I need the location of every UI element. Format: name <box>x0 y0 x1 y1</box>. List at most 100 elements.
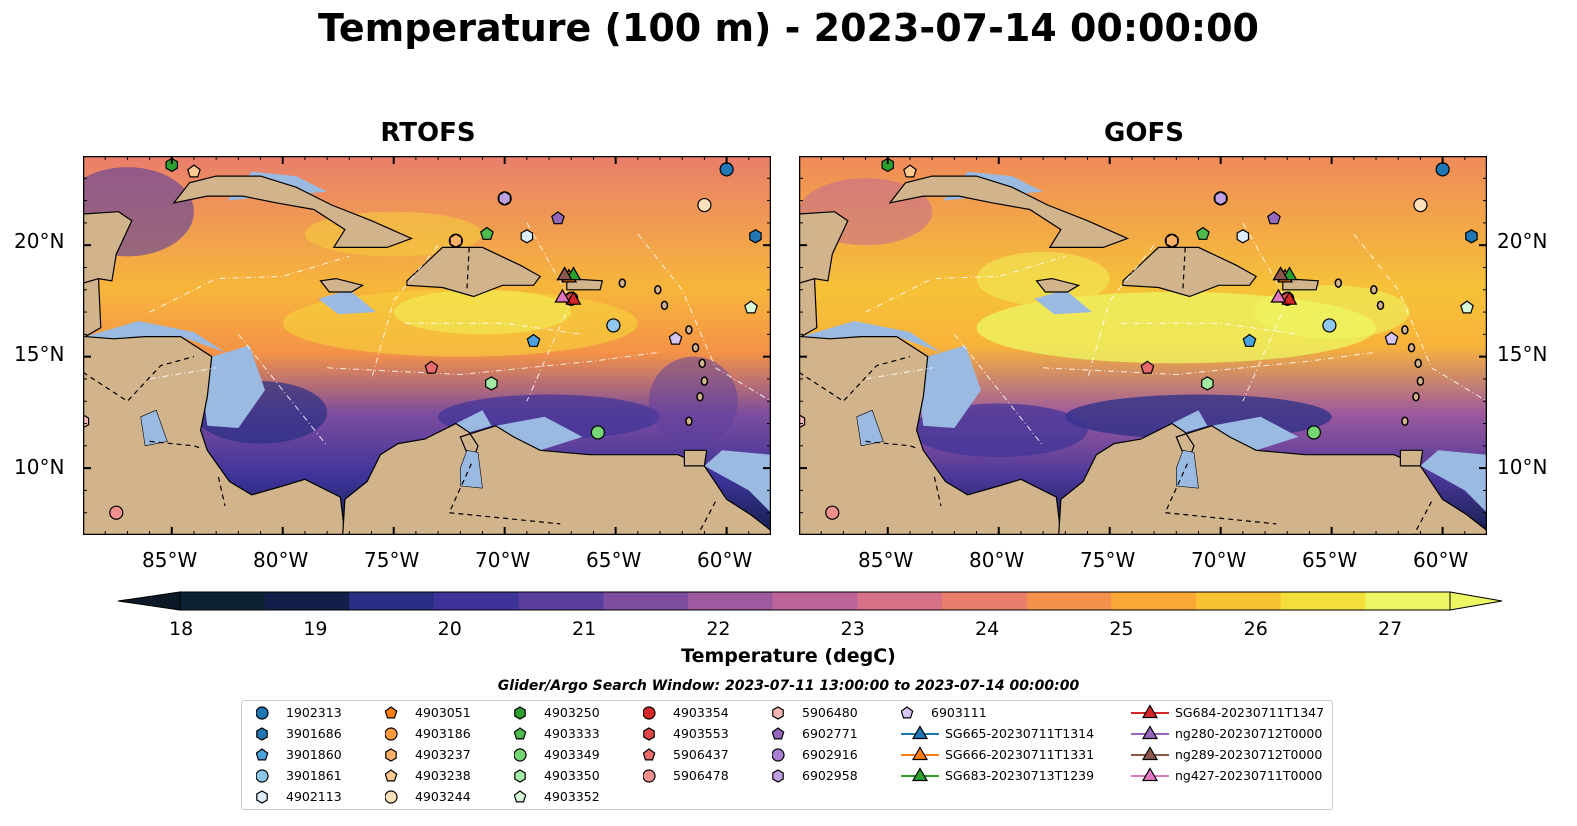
island <box>660 300 669 311</box>
shallow-water <box>495 416 583 451</box>
eez-boundary <box>865 367 933 380</box>
colorbar-tick-label: 23 <box>840 618 865 640</box>
land-southAmerica <box>342 422 771 535</box>
marker-3901861-legend <box>256 769 269 783</box>
legend-label: 3901861 <box>286 768 342 783</box>
lon-tick-label: 80°W <box>969 548 1025 572</box>
legend-label: SG665-20230711T1314 <box>945 726 1095 741</box>
island <box>1414 358 1422 369</box>
legend-marker <box>1131 767 1169 782</box>
colorbar-tick-label: 27 <box>1378 618 1403 640</box>
legend-marker <box>901 706 914 719</box>
legend-marker <box>256 706 269 720</box>
legend-marker <box>901 725 939 740</box>
country-border <box>697 501 717 535</box>
island <box>1334 278 1343 288</box>
map-panel-gofs <box>799 156 1487 535</box>
legend-marker <box>385 748 397 762</box>
colorbar-label: Temperature (degC) <box>681 645 896 667</box>
marker-SG666-20230711T1331-legend <box>911 746 929 761</box>
legend-label: 3901860 <box>286 747 342 762</box>
colorbar-segment <box>518 592 604 610</box>
temperature-anomaly <box>976 251 1110 306</box>
marker-4903238 <box>903 164 917 178</box>
legend-marker <box>256 748 269 761</box>
lon-tick-label: 75°W <box>364 548 420 572</box>
legend-label: ng289-20230712T0000 <box>1175 747 1323 762</box>
legend-marker <box>514 727 527 740</box>
country-border <box>1413 501 1433 535</box>
land-jamaica <box>1035 277 1081 293</box>
marker-4903350 <box>1201 376 1214 391</box>
marker-4903333 <box>1195 226 1210 240</box>
eez-boundary <box>954 334 1044 447</box>
country-border <box>83 356 195 402</box>
legend-label: 6903111 <box>931 705 987 720</box>
colorbar-tick-label: 20 <box>437 618 462 640</box>
legend: 1902313 3901686 3901860 3901861 4902113 49030… <box>241 700 1333 810</box>
lon-tick-label: 85°W <box>858 548 914 572</box>
legend-label: 6902771 <box>802 726 858 741</box>
colorbar-segment <box>688 592 774 610</box>
marker-6902958 <box>1214 191 1227 206</box>
eez-boundary <box>865 255 1066 313</box>
legend-label: 4903333 <box>544 726 600 741</box>
country-border <box>217 476 226 507</box>
lat-tick-label: 20°N <box>1497 229 1548 253</box>
island <box>618 278 627 288</box>
marker-3901860-legend <box>256 748 269 761</box>
marker-ng427-20230711T0000 <box>554 288 571 303</box>
legend-label: 4902113 <box>286 789 342 804</box>
legend-marker <box>1131 704 1169 719</box>
marker-5906480 <box>83 414 90 429</box>
marker-5906437 <box>1140 360 1155 374</box>
legend-marker <box>385 790 398 804</box>
marker-3901860 <box>1242 333 1257 347</box>
eez-boundary <box>149 255 350 313</box>
marker-4903244 <box>1413 197 1428 213</box>
legend-marker <box>643 748 656 761</box>
lon-tick-label: 85°W <box>142 548 198 572</box>
marker-5906478 <box>109 505 124 520</box>
marker-ng427-20230711T0000 <box>1270 288 1287 303</box>
country-border <box>1182 247 1186 290</box>
shallow-water <box>1211 416 1299 451</box>
island <box>691 342 700 353</box>
colorbar-segment <box>1365 592 1451 610</box>
marker-1902313 <box>1435 162 1450 177</box>
legend-label: SG684-20230711T1347 <box>1175 705 1325 720</box>
legend-marker <box>772 769 784 783</box>
marker-4903244-legend <box>385 790 398 804</box>
colorbar-segment <box>942 592 1028 610</box>
legend-label: 4903238 <box>415 768 471 783</box>
map-panel-rtofs <box>83 156 771 535</box>
island <box>1407 342 1416 353</box>
marker-4903350 <box>485 376 498 391</box>
marker-1902313-legend <box>256 706 269 720</box>
marker-5906480 <box>799 414 806 429</box>
marker-ng427-20230711T0000-legend <box>1141 767 1159 782</box>
legend-marker <box>643 727 655 741</box>
legend-label: ng427-20230711T0000 <box>1175 768 1323 783</box>
legend-marker <box>256 769 269 783</box>
marker-4903238-legend <box>385 769 398 782</box>
marker-6902771 <box>1267 211 1281 225</box>
shallow-water <box>202 345 265 428</box>
marker-4903350-legend <box>514 769 526 783</box>
marker-ng289-20230712T0000 <box>556 266 573 281</box>
eez-boundary <box>1120 322 1299 335</box>
eez-boundary <box>1043 351 1377 376</box>
island <box>1376 300 1385 311</box>
land-jamaica <box>319 277 365 293</box>
marker-4903352 <box>744 300 758 314</box>
land-cuba <box>172 175 414 249</box>
land-centralAmerica <box>799 277 1062 535</box>
marker-4903354-legend <box>643 706 656 720</box>
legend-marker <box>1131 725 1169 740</box>
legend-label: SG666-20230711T1331 <box>945 747 1095 762</box>
panel-title-rtofs: RTOFS <box>380 118 476 148</box>
legend-label: 5906437 <box>673 747 729 762</box>
colorbar-tick-label: 21 <box>572 618 597 640</box>
temperature-anomaly <box>393 289 572 335</box>
search-window-text: Glider/Argo Search Window: 2023-07-11 13… <box>497 678 1080 694</box>
